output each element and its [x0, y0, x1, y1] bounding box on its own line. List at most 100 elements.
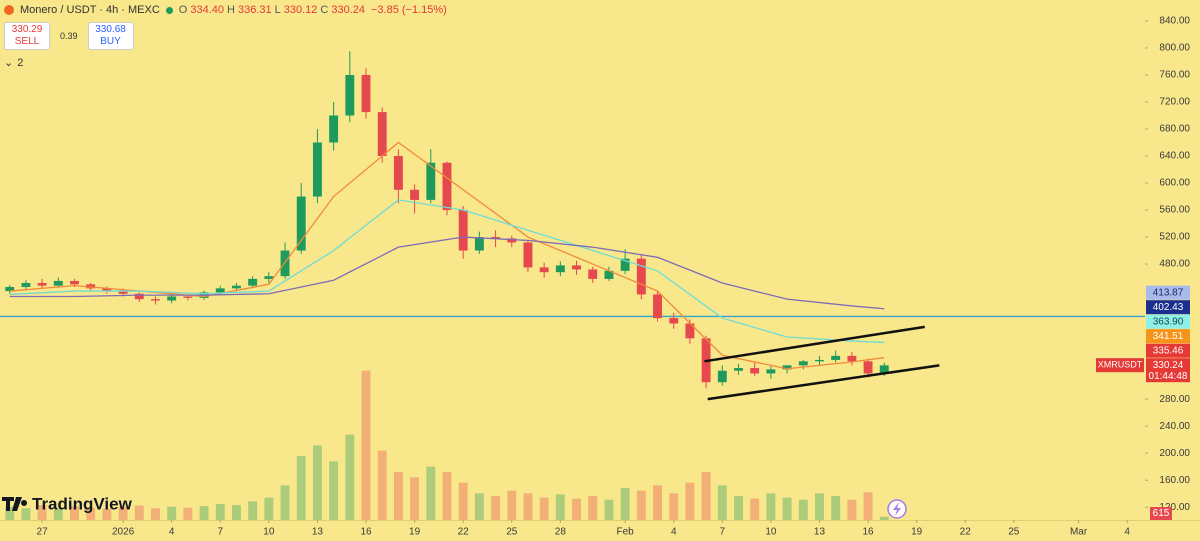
candle-body — [248, 278, 258, 286]
candle-body — [134, 293, 144, 300]
candle-body — [815, 359, 824, 362]
logo-text: TradingView — [32, 494, 133, 513]
lightning-icon — [893, 502, 901, 516]
ohlc-value: 330.12 — [283, 4, 318, 16]
moving-average — [9, 199, 885, 344]
coin-icon — [4, 5, 14, 15]
candle-body — [393, 156, 403, 190]
price-tag — [1146, 300, 1190, 315]
symbol-label: XMRUSDT — [1098, 360, 1143, 370]
candle-body — [329, 115, 339, 143]
volume-bar — [248, 501, 258, 520]
x-tick-label: 13 — [814, 527, 826, 538]
candle-body — [507, 238, 517, 243]
y-tick-label: 480.00 — [1159, 259, 1190, 270]
volume-bar — [879, 516, 889, 520]
candle-body — [442, 162, 452, 211]
candle-body — [264, 276, 274, 279]
candle-body — [215, 288, 225, 293]
candle-body — [426, 162, 436, 200]
candle-body — [572, 265, 582, 270]
x-tick-label: 4 — [671, 527, 677, 538]
candle-body — [831, 355, 841, 360]
candle-body — [782, 365, 792, 370]
volume-bar — [102, 508, 112, 520]
candle-body — [539, 267, 549, 273]
price-tag — [1146, 285, 1190, 300]
volume-bar — [653, 485, 662, 520]
volume-bar — [863, 492, 873, 520]
sell-button[interactable]: 330.29 SELL — [4, 22, 50, 50]
volume-bar — [280, 485, 290, 520]
x-tick-label: 28 — [555, 527, 567, 538]
volume-bar — [507, 490, 517, 520]
candle-body — [620, 258, 630, 271]
candle-body — [21, 282, 31, 288]
volume-bar — [491, 496, 501, 520]
volume-bar — [750, 498, 760, 520]
price-tag — [1146, 314, 1190, 329]
ohlc: O 334.40 H 336.31 L 330.12 C 330.24 — [179, 4, 365, 16]
candle-body — [717, 370, 727, 383]
candle-body — [183, 296, 193, 298]
logo: TradingView — [2, 494, 133, 513]
volume-bar — [831, 496, 841, 520]
volume-bar — [329, 461, 339, 520]
volume-bar — [734, 496, 743, 520]
volume-bar — [539, 497, 549, 520]
buy-button[interactable]: 330.68 BUY — [87, 22, 134, 50]
price-tag-label: 341.51 — [1153, 331, 1184, 342]
volume-bar — [555, 494, 565, 520]
collapse-icon: ⌄ — [4, 57, 14, 69]
volume-bar — [296, 456, 306, 520]
volume-bar — [393, 472, 403, 520]
volume-bar — [442, 472, 452, 520]
indicators-count: 2 — [17, 56, 24, 69]
candle-body — [296, 196, 306, 251]
volume-tag-label: 615 — [1153, 508, 1170, 519]
price-axis — [1145, 0, 1200, 541]
buy-price: 330.68 — [95, 24, 126, 35]
volume-bar — [134, 505, 144, 520]
volume-bar — [86, 507, 96, 520]
candle-body — [5, 287, 15, 292]
x-tick-label: 16 — [862, 527, 874, 538]
x-tick-label: Mar — [1070, 527, 1088, 538]
y-tick-label: 680.00 — [1159, 124, 1190, 135]
change: −3.85 (−1.15%) — [371, 4, 447, 16]
volume-bar — [685, 482, 695, 520]
x-tick-label: 19 — [409, 527, 421, 538]
volume-bar — [669, 493, 679, 520]
volume-bar — [345, 434, 355, 520]
volume-bar — [572, 498, 582, 520]
volume-bar — [604, 499, 614, 520]
candle-body — [312, 142, 322, 197]
volume-bar — [815, 493, 824, 520]
price-tag-label: 413.87 — [1153, 287, 1184, 298]
price-tag-label: 402.43 — [1153, 302, 1184, 313]
candle-body — [361, 74, 371, 113]
volume-bar — [70, 506, 79, 520]
symbol-tag — [1096, 358, 1144, 373]
volume-bar — [377, 450, 387, 520]
ohlc-label: H — [227, 4, 235, 16]
x-tick-label: 22 — [960, 527, 972, 538]
ohlc-value: 334.40 — [190, 4, 224, 16]
volume-bar — [361, 370, 371, 520]
indicators-row[interactable]: ⌄ 2 — [4, 56, 447, 70]
logo-icon — [2, 497, 28, 511]
volume-bar — [5, 506, 15, 520]
x-tick-label: 19 — [911, 527, 923, 538]
candle-body — [685, 323, 695, 339]
candle-body — [555, 265, 565, 273]
candle-body — [70, 280, 79, 285]
x-tick-label: 4 — [1124, 527, 1130, 538]
ohlc-label: C — [320, 4, 329, 16]
trendline — [704, 325, 925, 363]
spread: 0.39 — [60, 31, 78, 41]
symbol[interactable]: Monero / USDT · 4h · MEXC — [20, 4, 160, 16]
price-tag — [1146, 329, 1190, 344]
y-tick-label: 720.00 — [1159, 97, 1190, 108]
countdown: 01:44:48 — [1149, 371, 1188, 382]
